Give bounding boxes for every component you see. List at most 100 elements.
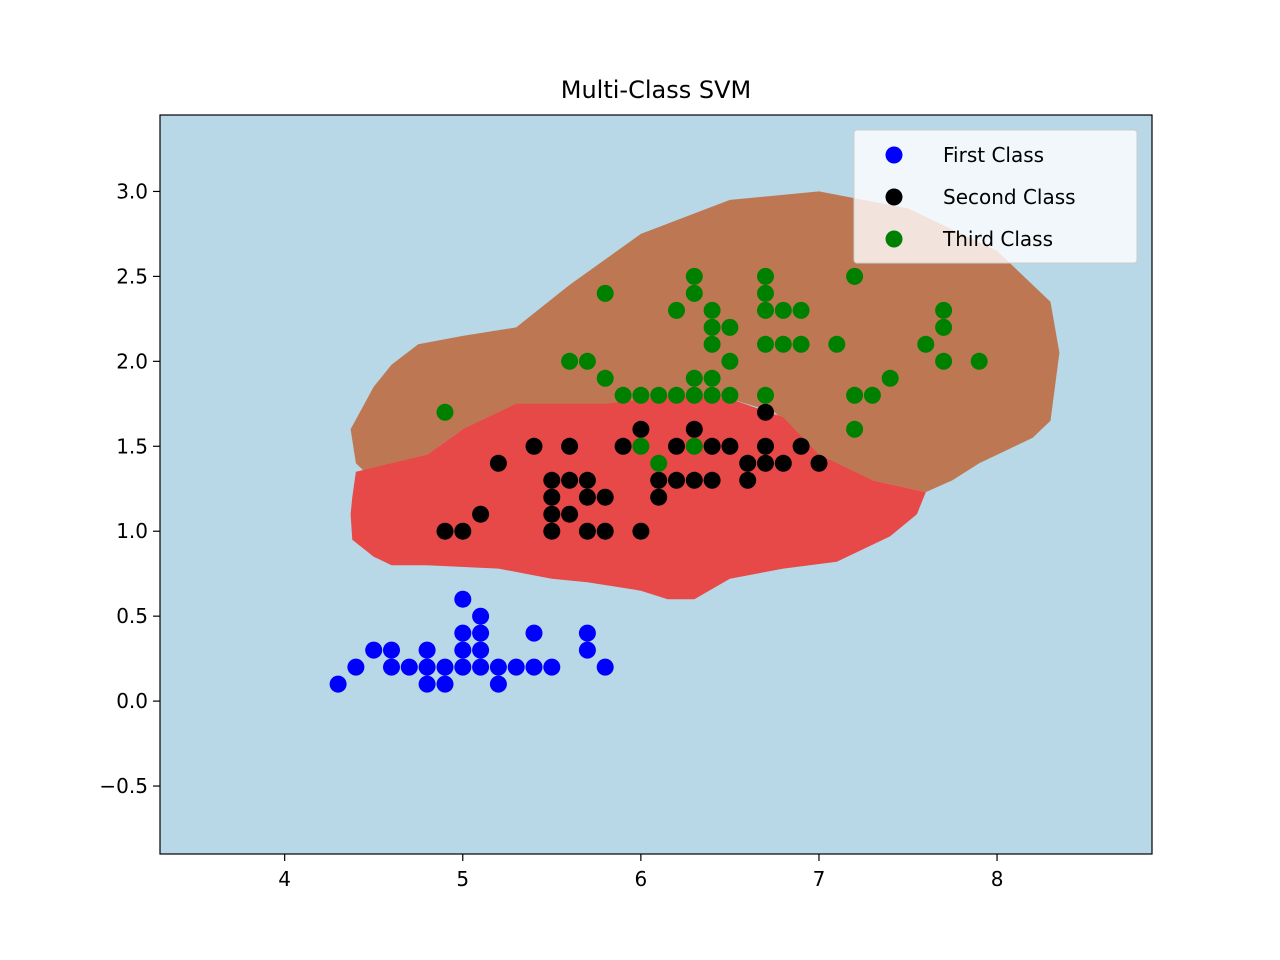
data-point-series-3 (703, 386, 721, 404)
y-tick-label: 2.5 (116, 264, 148, 288)
data-point-series-2 (596, 522, 614, 540)
data-point-series-1 (596, 658, 614, 676)
data-point-series-3 (578, 352, 596, 370)
data-point-series-3 (917, 335, 935, 353)
data-point-series-2 (703, 437, 721, 455)
data-point-series-2 (578, 488, 596, 506)
data-point-series-3 (668, 301, 685, 319)
data-point-series-2 (668, 437, 685, 455)
data-point-series-2 (454, 522, 472, 540)
data-point-series-3 (792, 301, 810, 319)
data-point-series-2 (543, 505, 561, 523)
x-tick-label: 4 (278, 867, 291, 891)
x-tick-label: 5 (456, 867, 469, 891)
data-point-series-1 (472, 658, 490, 676)
data-point-series-3 (721, 318, 739, 336)
data-point-series-1 (507, 658, 525, 676)
data-point-series-3 (685, 386, 703, 404)
data-point-series-2 (703, 471, 721, 489)
y-tick-label: 0.5 (116, 604, 148, 628)
data-point-series-3 (685, 284, 703, 302)
legend-label: Second Class (943, 185, 1076, 209)
data-point-series-3 (668, 386, 685, 404)
data-point-series-2 (436, 522, 454, 540)
data-point-series-3 (970, 352, 988, 370)
data-point-series-2 (739, 454, 757, 472)
data-point-series-2 (650, 471, 668, 489)
data-point-series-2 (561, 505, 579, 523)
data-point-series-2 (561, 437, 579, 455)
y-tick-label: 1.0 (116, 519, 148, 543)
data-point-series-1 (472, 624, 490, 642)
data-point-series-1 (489, 675, 507, 693)
data-point-series-3 (721, 352, 739, 370)
data-point-series-3 (935, 352, 953, 370)
data-point-series-3 (774, 301, 792, 319)
data-point-series-2 (774, 454, 792, 472)
data-point-series-1 (436, 675, 454, 693)
data-point-series-3 (703, 335, 721, 353)
data-point-series-1 (418, 658, 436, 676)
data-point-series-1 (418, 675, 436, 693)
data-point-series-3 (436, 403, 454, 421)
x-tick-label: 7 (813, 867, 826, 891)
data-point-series-3 (846, 267, 864, 285)
data-point-series-3 (632, 386, 650, 404)
data-point-series-3 (846, 420, 864, 438)
data-point-series-2 (810, 454, 828, 472)
data-point-series-1 (329, 675, 347, 693)
data-point-series-2 (489, 454, 507, 472)
data-point-series-1 (454, 590, 472, 608)
y-tick-label: −0.5 (99, 774, 148, 798)
data-point-series-2 (757, 454, 774, 472)
legend: First Class Second Class Third Class (853, 129, 1138, 264)
data-point-series-3 (757, 386, 774, 404)
data-point-series-2 (685, 420, 703, 438)
y-tick-label: 3.0 (116, 179, 148, 203)
data-point-series-3 (721, 386, 739, 404)
y-tick-label: 1.5 (116, 434, 148, 458)
data-points (329, 267, 988, 693)
x-axis-ticks: 4 5 6 7 8 (278, 854, 1003, 891)
data-point-series-2 (596, 488, 614, 506)
data-point-series-2 (525, 437, 543, 455)
data-point-series-3 (685, 369, 703, 387)
data-point-series-3 (685, 437, 703, 455)
data-point-series-3 (596, 369, 614, 387)
data-point-series-1 (454, 658, 472, 676)
data-point-series-1 (383, 658, 400, 676)
data-point-series-1 (578, 641, 596, 659)
data-point-series-3 (703, 318, 721, 336)
data-point-series-1 (525, 658, 543, 676)
data-point-series-3 (632, 437, 650, 455)
data-point-series-2 (543, 488, 561, 506)
data-point-series-1 (472, 641, 490, 659)
data-point-series-3 (757, 335, 774, 353)
data-point-series-3 (757, 284, 774, 302)
data-point-series-3 (703, 369, 721, 387)
x-tick-label: 6 (634, 867, 647, 891)
data-point-series-2 (578, 471, 596, 489)
chart-title: Multi-Class SVM (561, 76, 751, 104)
legend-marker (885, 230, 903, 248)
x-tick-label: 8 (991, 867, 1004, 891)
data-point-series-2 (685, 471, 703, 489)
data-point-series-2 (668, 471, 685, 489)
data-point-series-2 (632, 420, 650, 438)
y-axis-ticks: −0.5 0.0 0.5 1.0 1.5 2.0 2.5 3.0 (99, 179, 160, 798)
data-point-series-3 (650, 386, 668, 404)
data-point-series-1 (578, 624, 596, 642)
data-point-series-2 (543, 471, 561, 489)
data-point-series-3 (863, 386, 881, 404)
data-point-series-3 (935, 301, 953, 319)
data-point-series-1 (418, 641, 436, 659)
data-point-series-1 (525, 624, 543, 642)
data-point-series-2 (757, 437, 774, 455)
data-point-series-3 (561, 352, 579, 370)
data-point-series-2 (632, 522, 650, 540)
data-point-series-2 (578, 522, 596, 540)
data-point-series-3 (650, 454, 668, 472)
data-point-series-3 (846, 386, 864, 404)
data-point-series-1 (472, 607, 490, 625)
